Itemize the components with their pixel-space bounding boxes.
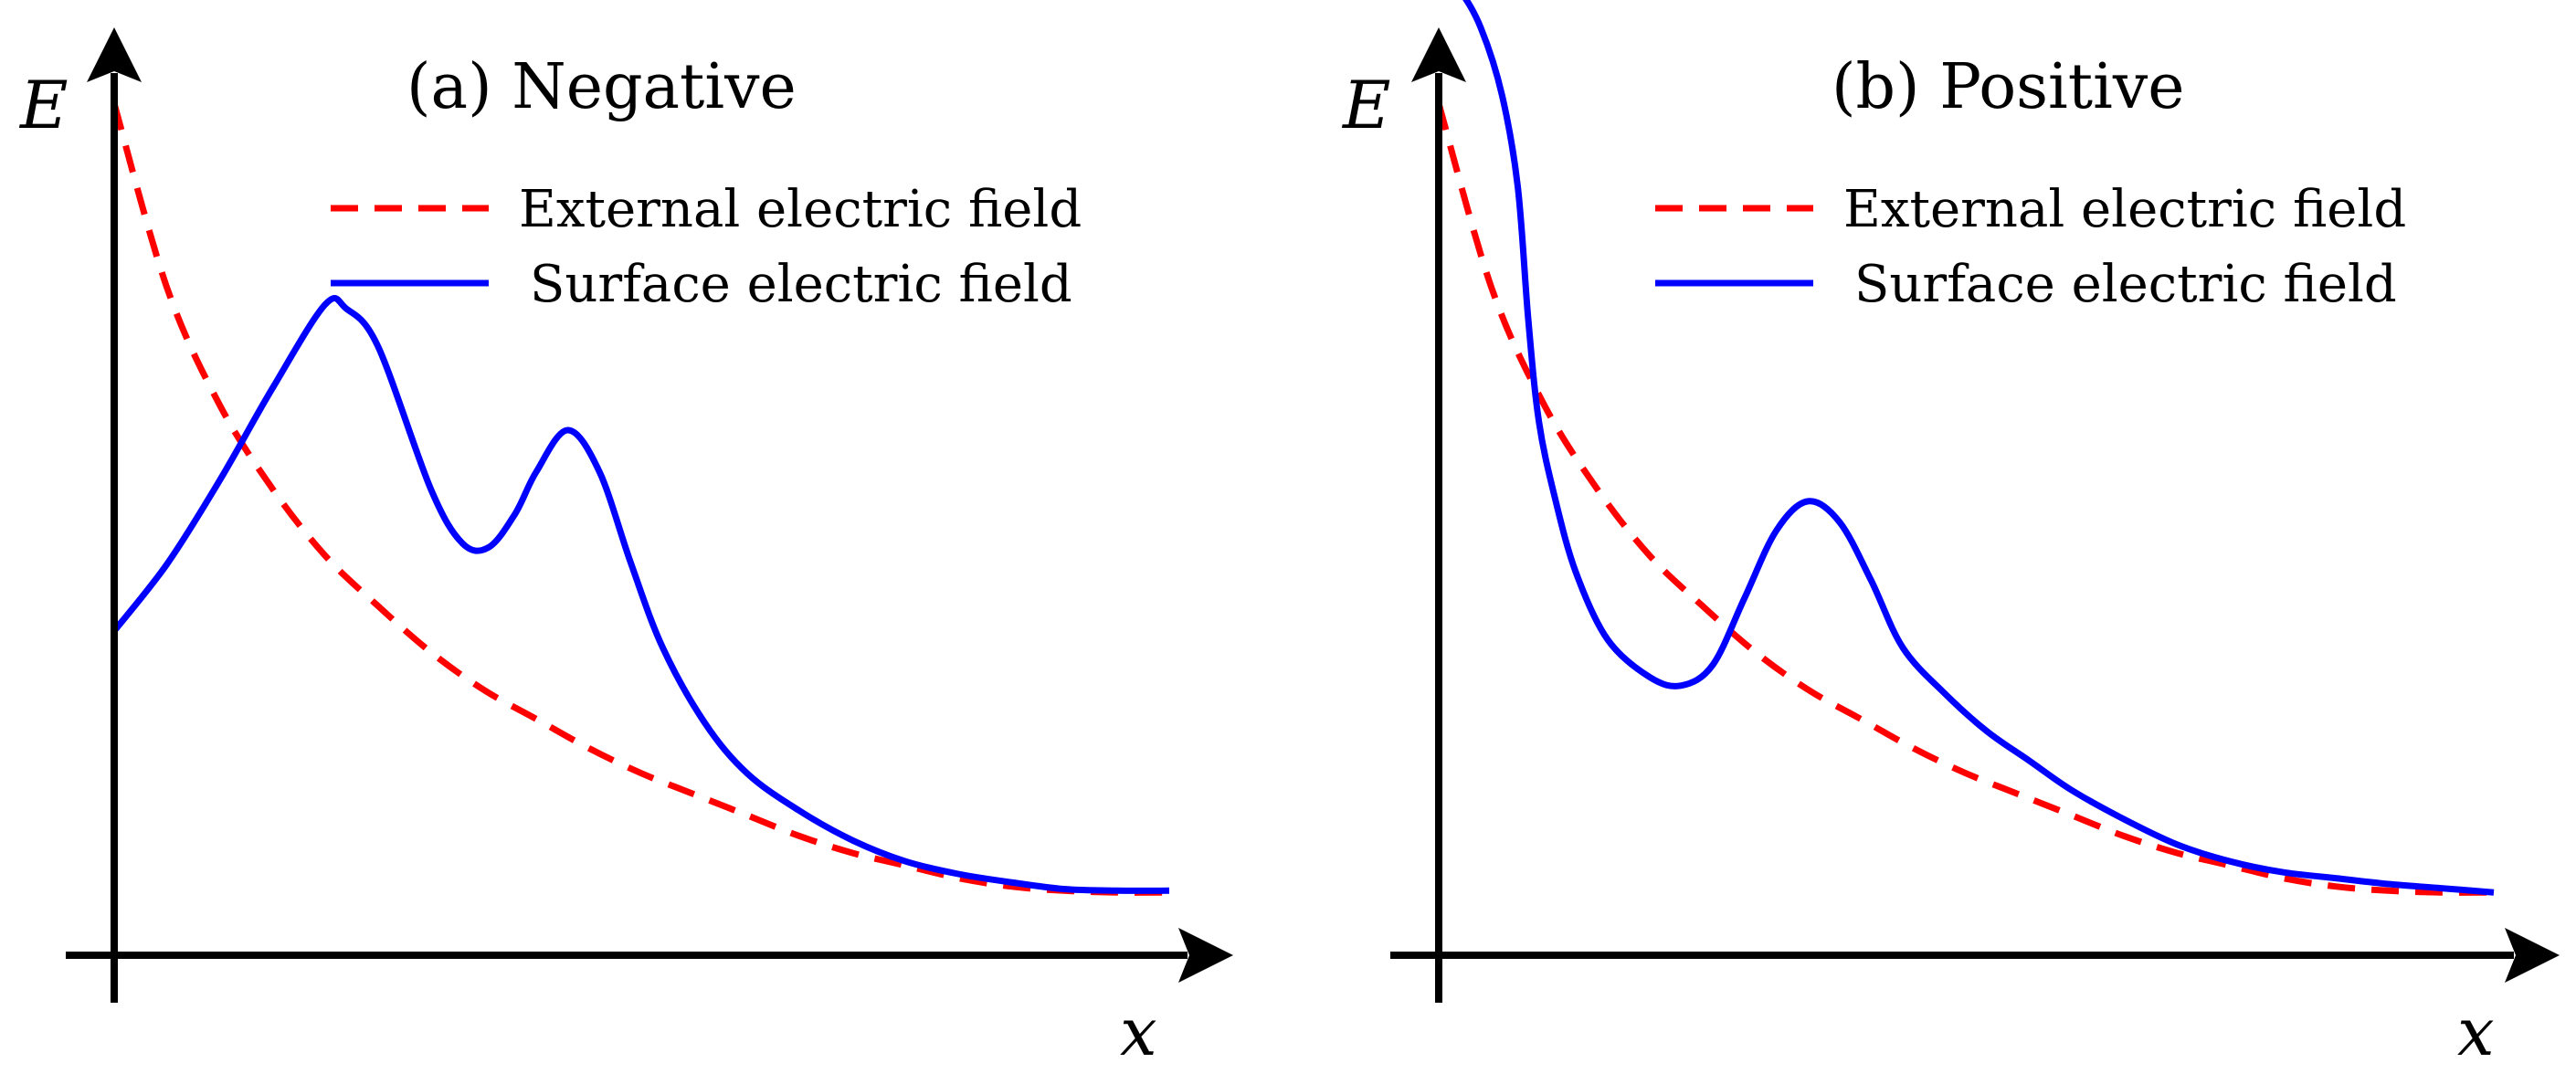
surface-field-curve xyxy=(1462,0,2495,896)
plot-area xyxy=(111,102,1170,896)
x-axis-label: x xyxy=(1120,994,1157,1070)
y-axis-arrow-icon xyxy=(1411,27,1466,82)
y-axis-label: E xyxy=(18,67,69,143)
x-axis-arrow-icon xyxy=(1178,928,1233,983)
legend: External electric field Surface electric… xyxy=(331,180,1082,314)
axes: E x xyxy=(18,27,1233,1070)
y-axis-arrow-icon xyxy=(87,27,142,82)
x-axis-arrow-icon xyxy=(2505,928,2560,983)
legend-label-surface: Surface electric field xyxy=(530,255,1072,314)
external-field-curve xyxy=(1435,102,2495,896)
legend-label-surface: Surface electric field xyxy=(1854,255,2397,314)
surface-field-curve xyxy=(111,295,1170,894)
legend-label-external: External electric field xyxy=(519,180,1082,239)
chart-title: (a) Negative xyxy=(406,51,797,123)
y-axis-label: E xyxy=(1341,67,1391,143)
plot-area xyxy=(1435,0,2495,896)
axes: E x xyxy=(1341,27,2560,1070)
panel-negative: E x (a) Negative External electric field… xyxy=(18,27,1233,1070)
panel-positive: E x (b) Positive External electric field… xyxy=(1341,0,2560,1070)
legend-label-external: External electric field xyxy=(1843,180,2406,239)
x-axis-label: x xyxy=(2457,994,2495,1070)
chart-title: (b) Positive xyxy=(1832,51,2185,123)
legend: External electric field Surface electric… xyxy=(1655,180,2406,314)
